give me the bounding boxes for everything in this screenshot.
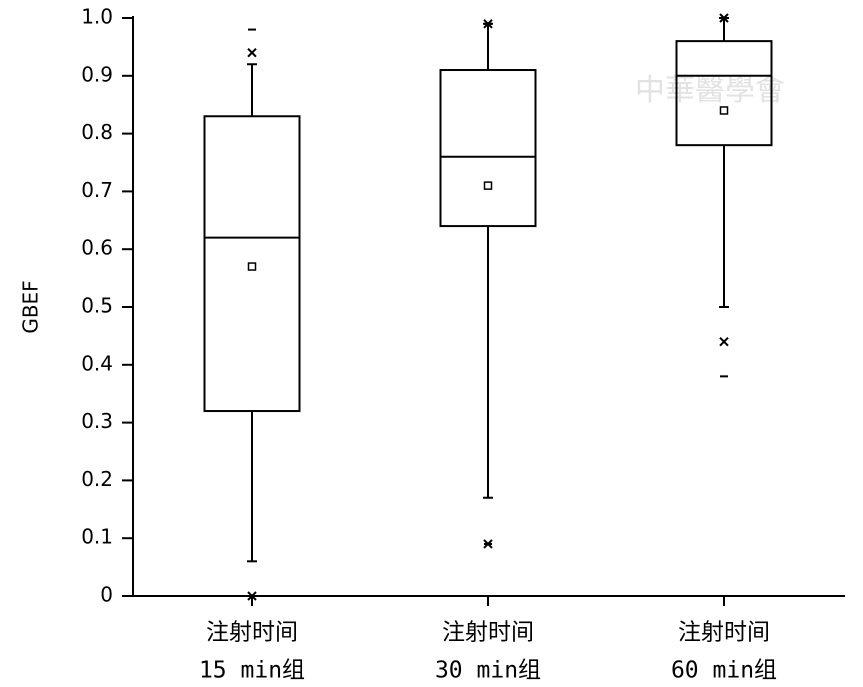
y-tick-label: 0.2 [81, 467, 113, 491]
x-tick-label: 注射时间 [206, 620, 298, 646]
x-tick-label: 注射时间 [442, 620, 534, 646]
y-axis-label: GBEF [19, 280, 43, 333]
x-tick-label: 15 min组 [199, 658, 305, 684]
y-tick-label: 0.1 [81, 525, 113, 549]
y-tick-label: 0.9 [81, 62, 113, 86]
y-tick-label: 0.5 [81, 294, 113, 318]
mean [719, 106, 729, 115]
box [439, 69, 537, 228]
y-tick-label: 0.7 [81, 178, 113, 202]
y-tick-label: 0.4 [81, 351, 113, 375]
y-tick-label: 0 [100, 583, 113, 607]
y-tick-label: 0.8 [81, 120, 113, 144]
mean [247, 262, 257, 271]
y-tick-label: 1.0 [81, 5, 113, 29]
box [203, 115, 301, 413]
x-tick-label: 注射时间 [678, 620, 770, 646]
percentile-marker [719, 336, 729, 347]
percentile-marker [247, 47, 257, 58]
mean [483, 181, 493, 190]
x-tick-label: 30 min组 [435, 658, 541, 684]
box [675, 40, 773, 147]
watermark: 中華醫學會 [635, 73, 785, 108]
y-tick-label: 0.3 [81, 409, 113, 433]
x-tick-label: 60 min组 [671, 658, 777, 684]
y-tick-label: 0.6 [81, 236, 113, 260]
